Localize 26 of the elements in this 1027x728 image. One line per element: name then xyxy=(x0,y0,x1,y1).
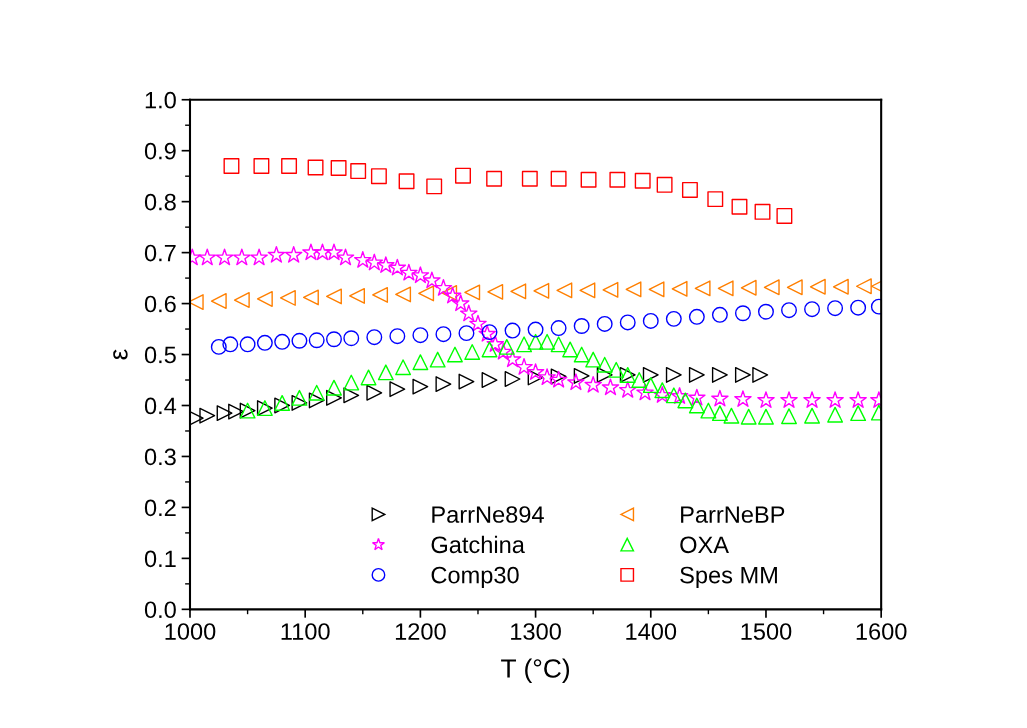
y-tick-label: 0.9 xyxy=(144,142,176,160)
x-tick-label: 1500 xyxy=(741,623,792,640)
legend-label: Spes MM xyxy=(680,566,777,589)
y-tick-label: 0.6 xyxy=(144,295,176,313)
y-tick-label: 0.3 xyxy=(144,448,176,466)
legend-label: Gatchina xyxy=(431,535,525,554)
x-tick-label: 1300 xyxy=(511,623,561,640)
legend-label: ParrNeBP xyxy=(681,506,785,523)
y-tick-label: 0.1 xyxy=(144,550,176,568)
y-tick-label: 0.5 xyxy=(144,346,176,364)
legend-label: Comp30 xyxy=(431,566,519,589)
y-tick-label: 0.8 xyxy=(144,193,176,211)
x-tick-label: 1200 xyxy=(395,623,446,640)
x-tick-label: 1400 xyxy=(626,623,677,640)
x-tick-label: 1100 xyxy=(281,623,330,640)
x-tick-label: 1000 xyxy=(165,623,216,640)
y-tick-label: 1.0 xyxy=(145,91,176,109)
legend-label: ParrNe894 xyxy=(432,506,544,523)
x-tick-label: 1600 xyxy=(856,623,907,640)
legend-label: OXA xyxy=(680,536,729,554)
y-tick-label: 0.7 xyxy=(144,244,176,262)
y-tick-label: 0.0 xyxy=(144,601,176,619)
y-tick-label: 0.4 xyxy=(144,397,177,415)
y-axis-title: ε xyxy=(113,349,128,360)
x-axis-title: T (°C) xyxy=(501,658,570,684)
y-tick-label: 0.2 xyxy=(144,499,176,517)
